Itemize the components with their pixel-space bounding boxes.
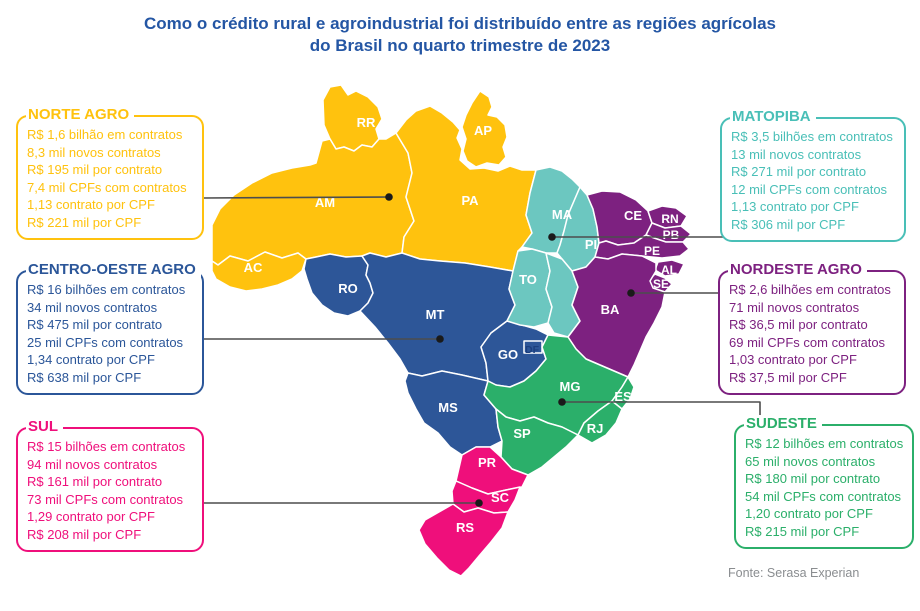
region-card-title: SUDESTE — [744, 415, 822, 432]
state-label-ro: RO — [338, 281, 358, 296]
stat-line: R$ 306 mil por CPF — [731, 216, 846, 232]
region-card-centro-oeste-agro: CENTRO-OESTE AGRO R$ 16 bilhões em contr… — [16, 261, 204, 395]
state-label-rj: RJ — [587, 421, 604, 436]
region-card-title: SUL — [26, 418, 63, 435]
state-label-ma: MA — [552, 207, 573, 222]
region-card-stats: R$ 16 bilhões em contratos 34 mil novos … — [27, 281, 196, 387]
stat-line: R$ 221 mil por CPF — [27, 214, 142, 230]
state-label-rs: RS — [456, 520, 474, 535]
region-card-matopiba: MATOPIBA R$ 3,5 bilhões em contratos 13 … — [720, 108, 906, 242]
region-card-nordeste-agro: NORDESTE AGRO R$ 2,6 bilhões em contrato… — [718, 261, 906, 395]
state-df — [523, 340, 543, 354]
stat-line: 65 mil novos contratos — [745, 453, 876, 469]
stat-line: R$ 36,5 mil por contrato — [729, 317, 868, 333]
state-label-pi: PI — [585, 237, 597, 252]
stat-line: 13 mil novos contratos — [731, 146, 862, 162]
stat-line: 1,03 contrato por CPF — [729, 352, 857, 368]
stat-line: 1,13 contrato por CPF — [27, 197, 155, 213]
stat-line: R$ 195 mil por contrato — [27, 162, 163, 178]
state-label-mg: MG — [560, 379, 581, 394]
stat-line: R$ 215 mil por CPF — [745, 523, 860, 539]
stat-line: 94 mil novos contratos — [27, 456, 158, 472]
stat-line: 73 mil CPFs com contratos — [27, 491, 184, 507]
stat-line: 12 mil CPFs com contratos — [731, 181, 888, 197]
stat-line: 54 mil CPFs com contratos — [745, 488, 902, 504]
state-label-rn: RN — [661, 212, 678, 226]
region-card-stats: R$ 3,5 bilhões em contratos 13 mil novos… — [731, 128, 898, 234]
state-rs — [418, 503, 509, 577]
page-title: Como o crédito rural e agroindustrial fo… — [0, 13, 920, 57]
page-title-line1: Como o crédito rural e agroindustrial fo… — [144, 14, 776, 33]
state-label-pr: PR — [478, 455, 497, 470]
stat-line: R$ 180 mil por contrato — [745, 471, 881, 487]
state-label-rr: RR — [357, 115, 376, 130]
state-label-al: AL — [661, 263, 677, 277]
stat-line: 71 mil novos contratos — [729, 299, 860, 315]
stat-line: R$ 638 mil por CPF — [27, 369, 142, 385]
stat-line: R$ 15 bilhões em contratos — [27, 439, 186, 454]
stat-line: R$ 208 mil por CPF — [27, 526, 142, 542]
state-label-es: ES — [614, 389, 632, 404]
state-label-pb: PB — [663, 228, 680, 242]
stat-line: R$ 12 bilhões em contratos — [745, 436, 904, 451]
region-card-title: NORDESTE AGRO — [728, 261, 867, 278]
stat-line: R$ 271 mil por contrato — [731, 164, 867, 180]
stat-line: 1,20 contrato por CPF — [745, 506, 873, 522]
state-label-sc: SC — [491, 490, 510, 505]
brazil-map: RR AP AM PA AC RO MT MS GO DF TO MA PI C… — [211, 84, 692, 577]
region-card-stats: R$ 15 bilhões em contratos 94 mil novos … — [27, 438, 196, 544]
region-card-title: MATOPIBA — [730, 108, 816, 125]
state-sp — [495, 408, 579, 476]
stat-line: R$ 3,5 bilhões em contratos — [731, 129, 893, 144]
region-card-title: CENTRO-OESTE AGRO — [26, 261, 201, 278]
region-card-title: NORTE AGRO — [26, 106, 135, 123]
state-label-am: AM — [315, 195, 335, 210]
state-label-ce: CE — [624, 208, 642, 223]
stat-line: 7,4 mil CPFs com contratos — [27, 179, 187, 195]
region-card-norte-agro: NORTE AGRO R$ 1,6 bilhão em contratos 8,… — [16, 106, 204, 240]
state-label-to: TO — [519, 272, 537, 287]
state-label-ap: AP — [474, 123, 492, 138]
state-label-pe: PE — [644, 244, 660, 258]
stat-line: R$ 1,6 bilhão em contratos — [27, 127, 183, 142]
stat-line: 1,34 contrato por CPF — [27, 352, 155, 368]
stat-line: 25 mil CPFs com contratos — [27, 334, 184, 350]
source-note: Fonte: Serasa Experian — [728, 566, 860, 580]
state-ac — [211, 251, 307, 292]
state-ap — [461, 90, 508, 168]
stat-line: 8,3 mil novos contratos — [27, 144, 161, 160]
region-card-stats: R$ 1,6 bilhão em contratos 8,3 mil novos… — [27, 126, 196, 232]
stat-line: R$ 16 bilhões em contratos — [27, 282, 186, 297]
state-label-sp: SP — [513, 426, 531, 441]
state-label-se: SE — [653, 277, 669, 291]
stat-line: R$ 161 mil por contrato — [27, 474, 163, 490]
state-label-ac: AC — [244, 260, 263, 275]
state-label-pa: PA — [461, 193, 479, 208]
state-label-go: GO — [498, 347, 518, 362]
stat-line: 34 mil novos contratos — [27, 299, 158, 315]
region-card-sul: SUL R$ 15 bilhões em contratos 94 mil no… — [16, 418, 204, 552]
region-card-stats: R$ 2,6 bilhões em contratos 71 mil novos… — [729, 281, 898, 387]
state-label-ba: BA — [601, 302, 620, 317]
stat-line: R$ 2,6 bilhões em contratos — [729, 282, 891, 297]
stat-line: R$ 37,5 mil por CPF — [729, 369, 847, 385]
stat-line: 1,29 contrato por CPF — [27, 509, 155, 525]
stat-line: 1,13 contrato por CPF — [731, 199, 859, 215]
region-card-sudeste: SUDESTE R$ 12 bilhões em contratos 65 mi… — [734, 415, 914, 549]
region-card-stats: R$ 12 bilhões em contratos 65 mil novos … — [745, 435, 906, 541]
stat-line: R$ 475 mil por contrato — [27, 317, 163, 333]
page-title-line2: do Brasil no quarto trimestre de 2023 — [309, 36, 611, 55]
state-label-ms: MS — [438, 400, 458, 415]
state-label-df: DF — [525, 344, 540, 356]
state-am — [211, 132, 415, 266]
state-label-mt: MT — [426, 307, 445, 322]
stat-line: 69 mil CPFs com contratos — [729, 334, 886, 350]
